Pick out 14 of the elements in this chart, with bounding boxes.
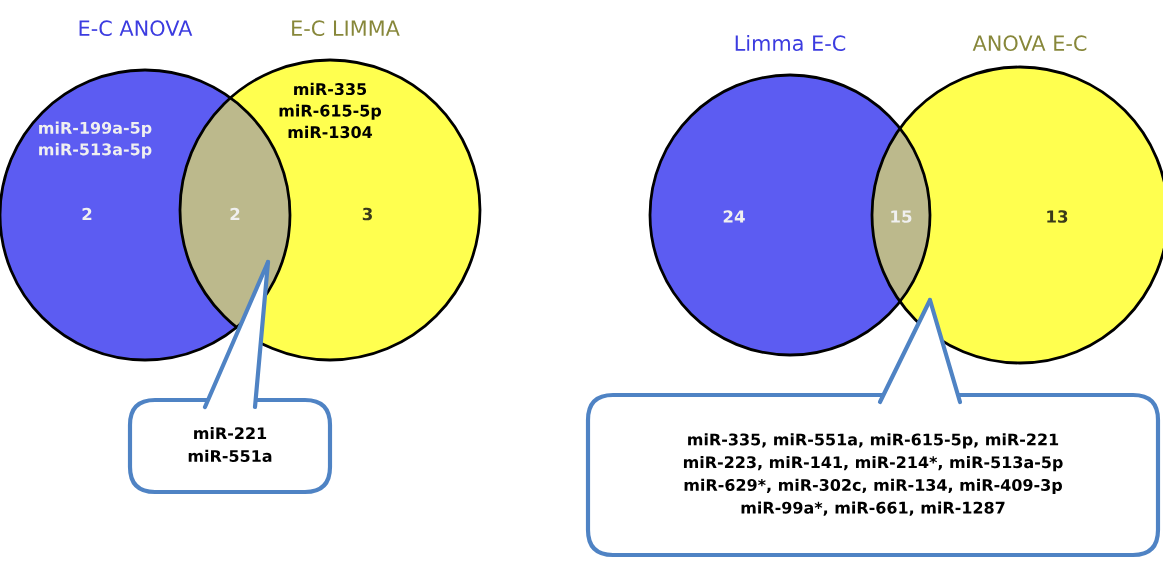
- category-label: ANOVA E-C: [972, 35, 1087, 52]
- category-label: E-C LIMMA: [292, 20, 400, 37]
- text: miR-335 miR-615-5p miR-1304: [279, 82, 382, 139]
- data-label: 24: [723, 210, 745, 223]
- text: miR-221 miR-551a: [188, 426, 272, 462]
- data-label: 15: [891, 210, 912, 223]
- data-label: 13: [1047, 210, 1068, 223]
- text: miR-199a-5p miR-513a-5p: [39, 121, 152, 159]
- data-label: 2: [82, 207, 92, 221]
- category-label: Limma E-C: [735, 34, 846, 52]
- data-label: 3: [362, 207, 372, 221]
- data-label: 2: [230, 207, 240, 221]
- category-label: E-C ANOVA: [79, 20, 193, 37]
- text: miR-335, miR-551a, miR-615-5p, miR-221 miR-223, miR-141, miR-214*, miR-513a-5p miR-629*, miR-302c, miR-134, miR-409-3p miR-99a*, miR-661, miR-1287: [683, 433, 1063, 516]
